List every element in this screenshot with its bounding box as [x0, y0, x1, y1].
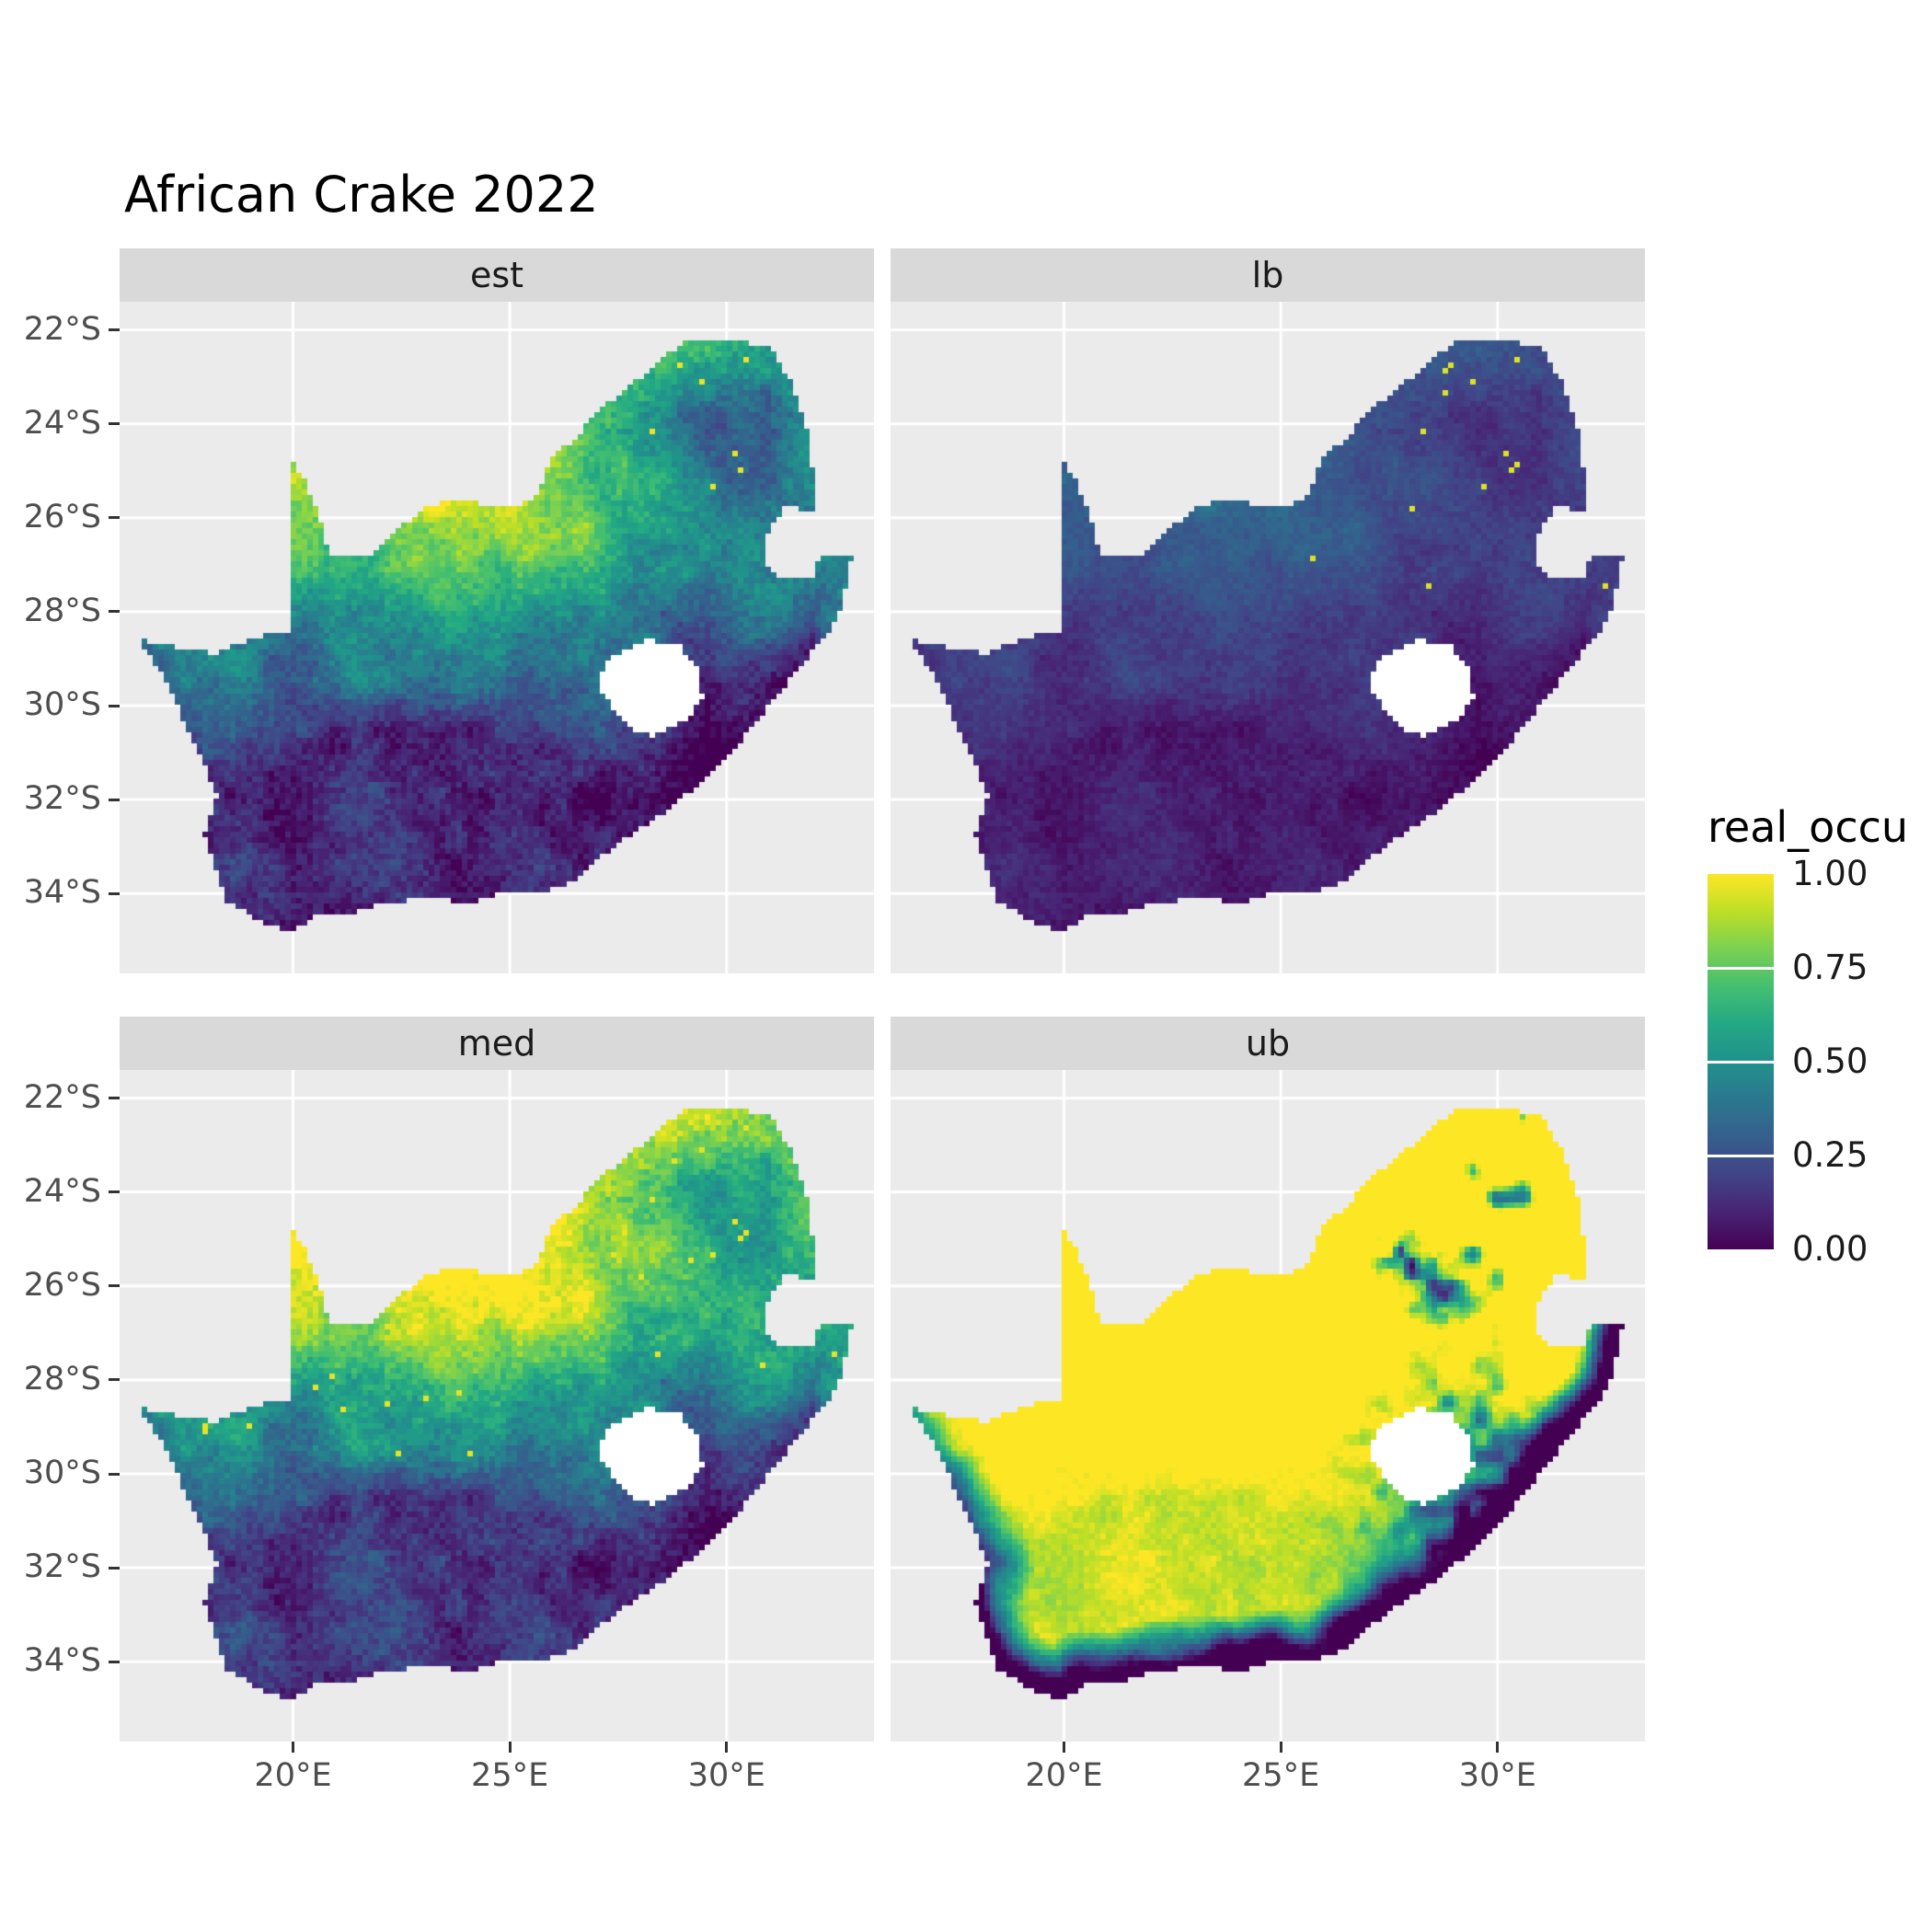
x-tick-mark	[1063, 1742, 1065, 1753]
y-tick-label: 26°S	[23, 498, 101, 535]
facet-strip-med: med	[120, 1017, 874, 1070]
facet-strip-lb: lb	[891, 248, 1645, 302]
x-tick-mark	[1496, 1742, 1500, 1753]
y-tick-label: 24°S	[23, 1172, 101, 1210]
legend-tick-label: 0.50	[1792, 1041, 1869, 1081]
plot-title: African Crake 2022	[124, 166, 599, 224]
legend-tick-label: 1.00	[1792, 854, 1869, 893]
x-tick-label: 20°E	[254, 1757, 332, 1794]
legend-tick-mark	[1708, 1060, 1774, 1064]
y-tick-label: 26°S	[23, 1266, 101, 1304]
facet-strip-label-med: med	[457, 1023, 536, 1064]
y-tick-label: 34°S	[23, 1642, 101, 1680]
x-tick-mark	[1279, 1742, 1282, 1753]
facet-strip-label-lb: lb	[1251, 255, 1284, 295]
facet-map-med	[120, 1070, 874, 1742]
x-tick-label: 30°E	[1458, 1757, 1536, 1794]
y-tick-mark	[109, 1566, 120, 1570]
legend-tick-label: 0.00	[1792, 1229, 1869, 1269]
y-tick-mark	[109, 1378, 120, 1382]
y-tick-label: 28°S	[23, 1360, 101, 1397]
y-tick-mark	[109, 328, 120, 332]
facet-map-lb	[891, 302, 1645, 973]
y-tick-label: 30°S	[23, 686, 101, 724]
y-tick-mark	[109, 798, 120, 801]
legend-title: real_occu	[1708, 802, 1909, 852]
x-tick-label: 30°E	[687, 1757, 765, 1794]
x-tick-mark	[725, 1742, 729, 1753]
legend-tick-label: 0.75	[1792, 948, 1869, 987]
x-tick-label: 25°E	[1242, 1757, 1320, 1794]
y-tick-label: 28°S	[23, 592, 101, 629]
facet-strip-ub: ub	[891, 1017, 1645, 1070]
y-tick-mark	[109, 516, 120, 520]
facet-strip-label-ub: ub	[1245, 1023, 1291, 1064]
legend-tick-mark	[1708, 966, 1774, 970]
y-tick-mark	[109, 1097, 120, 1100]
y-tick-mark	[109, 610, 120, 614]
y-tick-mark	[109, 1284, 120, 1288]
y-tick-mark	[109, 1190, 120, 1194]
facet-strip-est: est	[120, 248, 874, 302]
y-tick-mark	[109, 1660, 120, 1663]
legend-tick-mark	[1708, 1154, 1774, 1157]
y-tick-label: 30°S	[23, 1455, 101, 1492]
y-tick-label: 34°S	[23, 874, 101, 912]
y-tick-mark	[109, 891, 120, 895]
x-tick-mark	[292, 1742, 294, 1753]
y-tick-label: 32°S	[23, 1548, 101, 1586]
y-tick-label: 22°S	[23, 1078, 101, 1116]
y-tick-mark	[109, 704, 120, 707]
x-tick-mark	[508, 1742, 512, 1753]
x-tick-label: 25°E	[471, 1757, 549, 1794]
y-tick-label: 22°S	[23, 310, 101, 348]
y-tick-label: 24°S	[23, 404, 101, 442]
facet-map-est	[120, 302, 874, 973]
facet-map-ub	[891, 1070, 1645, 1742]
legend-tick-label: 0.25	[1792, 1135, 1869, 1175]
y-tick-mark	[109, 1472, 120, 1476]
x-tick-label: 20°E	[1025, 1757, 1103, 1794]
y-tick-mark	[109, 422, 120, 426]
y-tick-label: 32°S	[23, 780, 101, 818]
facet-strip-label-est: est	[469, 255, 524, 295]
